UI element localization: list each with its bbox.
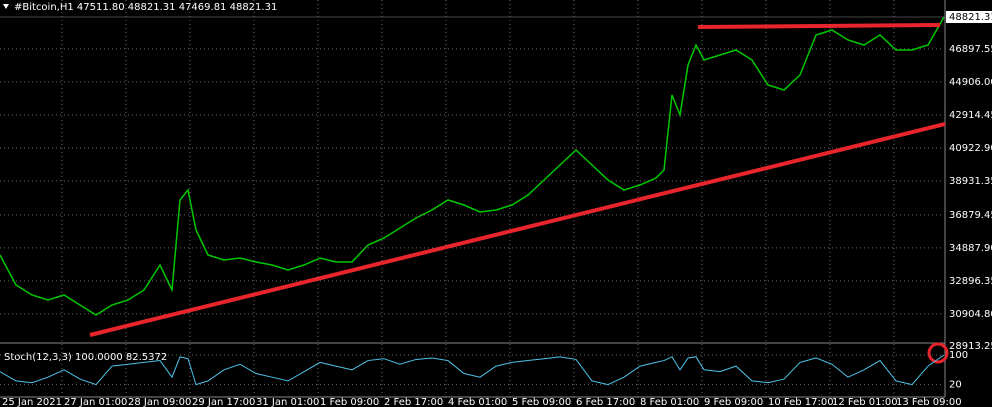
x-tick-label: 6 Feb 17:00: [576, 397, 635, 407]
last-price-label: 48821.31: [949, 12, 992, 23]
highlight-circle: [927, 342, 949, 364]
x-tick-label: 9 Feb 09:00: [704, 397, 763, 407]
x-tick-label: 2 Feb 17:00: [384, 397, 443, 407]
x-tick-label: 29 Jan 17:00: [192, 397, 255, 407]
indicator-tick-label: 100: [949, 350, 968, 361]
y-tick-label: 30904.80: [949, 309, 992, 320]
x-tick-label: 28 Jan 09:00: [128, 397, 191, 407]
y-tick-label: 42914.45: [949, 110, 992, 121]
x-tick-label: 31 Jan 01:00: [256, 397, 319, 407]
indicator-tick-label: 20: [949, 380, 962, 391]
menu-triangle: [3, 4, 9, 9]
y-tick-label: 44906.00: [949, 77, 992, 88]
x-tick-label: 12 Feb 01:00: [832, 397, 898, 407]
trendline: [89, 122, 946, 337]
indicator-label: Stoch(12,3,3) 100.0000 82.5372: [4, 352, 167, 363]
y-tick-label: 40922.90: [949, 143, 992, 154]
x-tick-label: 4 Feb 01:00: [448, 397, 507, 407]
y-tick-label: 28913.25: [949, 341, 992, 352]
y-tick-label: 34887.90: [949, 243, 992, 254]
price-line: [0, 16, 945, 316]
x-tick-label: 13 Feb 09:00: [896, 397, 962, 407]
last-price-box: [946, 10, 992, 23]
x-tick-label: 10 Feb 17:00: [768, 397, 834, 407]
x-tick-label: 8 Feb 01:00: [640, 397, 699, 407]
y-tick-label: 36879.45: [949, 210, 992, 221]
x-tick-label: 1 Feb 09:00: [320, 397, 379, 407]
indicator-line: [0, 354, 945, 386]
trendline: [697, 22, 941, 29]
y-tick-label: 32896.35: [949, 276, 992, 287]
y-tick-label: 38931.35: [949, 176, 992, 187]
x-tick-label: 27 Jan 01:00: [64, 397, 127, 407]
x-tick-label: 5 Feb 09:00: [512, 397, 571, 407]
y-tick-label: 46897.55: [949, 44, 992, 55]
x-tick-label: 25 Jan 2021: [2, 397, 62, 407]
chart-title: #Bitcoin,H1 47511.80 48821.31 47469.81 4…: [14, 2, 277, 13]
